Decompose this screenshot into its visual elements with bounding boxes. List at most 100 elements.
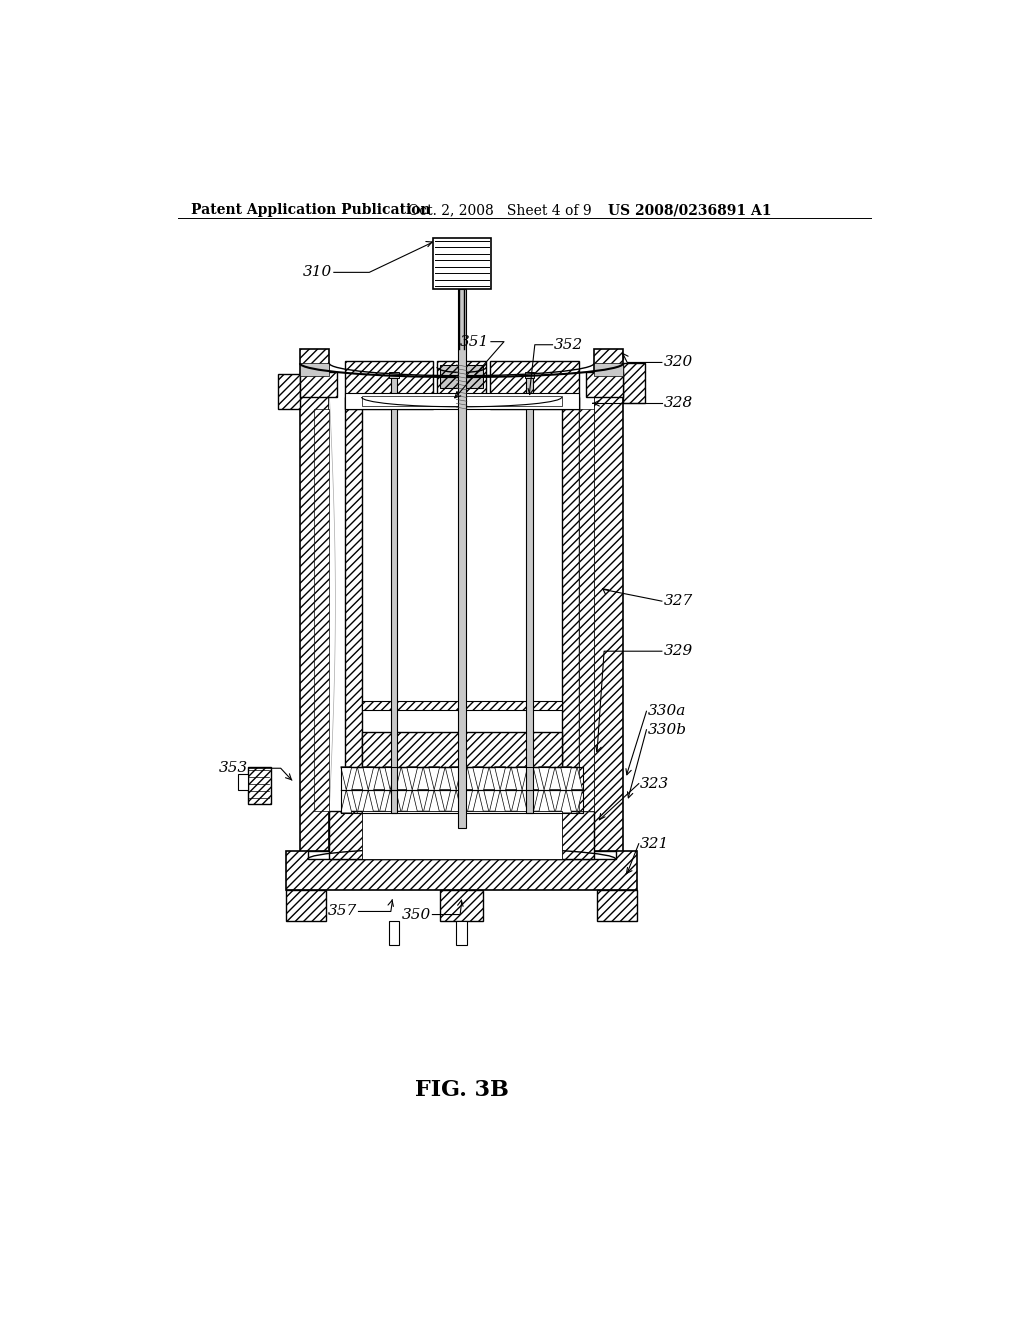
Polygon shape bbox=[560, 767, 571, 789]
Bar bbox=[286, 851, 637, 890]
Bar bbox=[361, 701, 562, 710]
Polygon shape bbox=[418, 789, 429, 813]
Bar bbox=[458, 289, 466, 829]
Bar bbox=[440, 890, 483, 921]
Text: Patent Application Publication: Patent Application Publication bbox=[190, 203, 430, 216]
Polygon shape bbox=[341, 767, 352, 789]
Bar bbox=[587, 372, 624, 397]
Text: 321: 321 bbox=[640, 837, 670, 850]
Polygon shape bbox=[539, 767, 550, 789]
Bar bbox=[562, 397, 579, 767]
Polygon shape bbox=[451, 789, 462, 813]
Bar bbox=[239, 775, 248, 789]
Polygon shape bbox=[506, 767, 517, 789]
Polygon shape bbox=[300, 363, 330, 376]
Polygon shape bbox=[517, 789, 527, 813]
Bar bbox=[389, 372, 398, 378]
Polygon shape bbox=[407, 767, 418, 789]
Bar bbox=[433, 238, 490, 289]
Text: US 2008/0236891 A1: US 2008/0236891 A1 bbox=[608, 203, 771, 216]
Polygon shape bbox=[374, 789, 385, 813]
Bar bbox=[526, 375, 532, 813]
Polygon shape bbox=[439, 789, 451, 813]
Bar bbox=[345, 393, 579, 409]
Bar bbox=[597, 890, 637, 921]
Bar bbox=[594, 350, 624, 859]
Polygon shape bbox=[362, 789, 374, 813]
Bar bbox=[341, 812, 583, 813]
Text: Oct. 2, 2008   Sheet 4 of 9: Oct. 2, 2008 Sheet 4 of 9 bbox=[408, 203, 592, 216]
Bar bbox=[457, 921, 467, 945]
Polygon shape bbox=[495, 767, 506, 789]
Bar bbox=[330, 392, 594, 812]
Bar bbox=[313, 409, 330, 812]
Polygon shape bbox=[527, 767, 539, 789]
Polygon shape bbox=[527, 789, 539, 813]
Text: 351: 351 bbox=[460, 335, 489, 348]
Polygon shape bbox=[550, 767, 560, 789]
Polygon shape bbox=[462, 789, 473, 813]
Polygon shape bbox=[451, 767, 462, 789]
Bar bbox=[437, 360, 486, 405]
Text: 327: 327 bbox=[664, 594, 692, 609]
Bar bbox=[440, 364, 483, 388]
Bar bbox=[286, 890, 326, 921]
Polygon shape bbox=[539, 789, 550, 813]
Bar bbox=[330, 812, 594, 859]
Polygon shape bbox=[395, 767, 407, 789]
Bar bbox=[279, 374, 300, 409]
Text: 330a: 330a bbox=[648, 705, 686, 718]
Text: 353: 353 bbox=[218, 762, 248, 775]
Polygon shape bbox=[506, 789, 517, 813]
Text: 330b: 330b bbox=[648, 723, 687, 737]
Polygon shape bbox=[352, 767, 362, 789]
Polygon shape bbox=[341, 789, 352, 813]
Bar bbox=[361, 396, 562, 407]
Polygon shape bbox=[374, 767, 385, 789]
Polygon shape bbox=[483, 789, 495, 813]
Polygon shape bbox=[385, 789, 395, 813]
Bar bbox=[524, 372, 535, 378]
Text: 329: 329 bbox=[664, 644, 692, 659]
Polygon shape bbox=[571, 767, 583, 789]
Text: 350: 350 bbox=[401, 908, 431, 921]
Polygon shape bbox=[517, 767, 527, 789]
Polygon shape bbox=[473, 767, 483, 789]
Polygon shape bbox=[594, 363, 624, 376]
Bar bbox=[388, 921, 399, 945]
Polygon shape bbox=[473, 789, 483, 813]
Text: 320: 320 bbox=[664, 355, 692, 370]
Text: FIG. 3B: FIG. 3B bbox=[415, 1080, 509, 1101]
Bar bbox=[579, 409, 594, 812]
Polygon shape bbox=[462, 767, 473, 789]
Polygon shape bbox=[439, 767, 451, 789]
Text: 352: 352 bbox=[554, 338, 584, 351]
Text: 310: 310 bbox=[303, 265, 333, 280]
Text: 357: 357 bbox=[328, 904, 357, 919]
Polygon shape bbox=[560, 789, 571, 813]
Polygon shape bbox=[385, 767, 395, 789]
Polygon shape bbox=[571, 789, 583, 813]
Text: 328: 328 bbox=[664, 396, 692, 411]
Polygon shape bbox=[495, 789, 506, 813]
Polygon shape bbox=[418, 767, 429, 789]
Bar bbox=[490, 360, 579, 409]
Bar bbox=[307, 851, 615, 859]
Polygon shape bbox=[550, 789, 560, 813]
Bar bbox=[391, 375, 397, 813]
Polygon shape bbox=[429, 789, 439, 813]
Polygon shape bbox=[429, 767, 439, 789]
Bar bbox=[345, 360, 433, 409]
Polygon shape bbox=[362, 767, 374, 789]
Bar bbox=[361, 733, 562, 767]
Polygon shape bbox=[483, 767, 495, 789]
Polygon shape bbox=[352, 789, 362, 813]
Bar bbox=[248, 767, 270, 804]
Polygon shape bbox=[407, 789, 418, 813]
Bar bbox=[361, 812, 562, 859]
Bar bbox=[300, 350, 330, 859]
Text: 323: 323 bbox=[640, 776, 670, 791]
Polygon shape bbox=[395, 789, 407, 813]
Bar bbox=[345, 397, 361, 767]
Bar bbox=[624, 363, 645, 404]
